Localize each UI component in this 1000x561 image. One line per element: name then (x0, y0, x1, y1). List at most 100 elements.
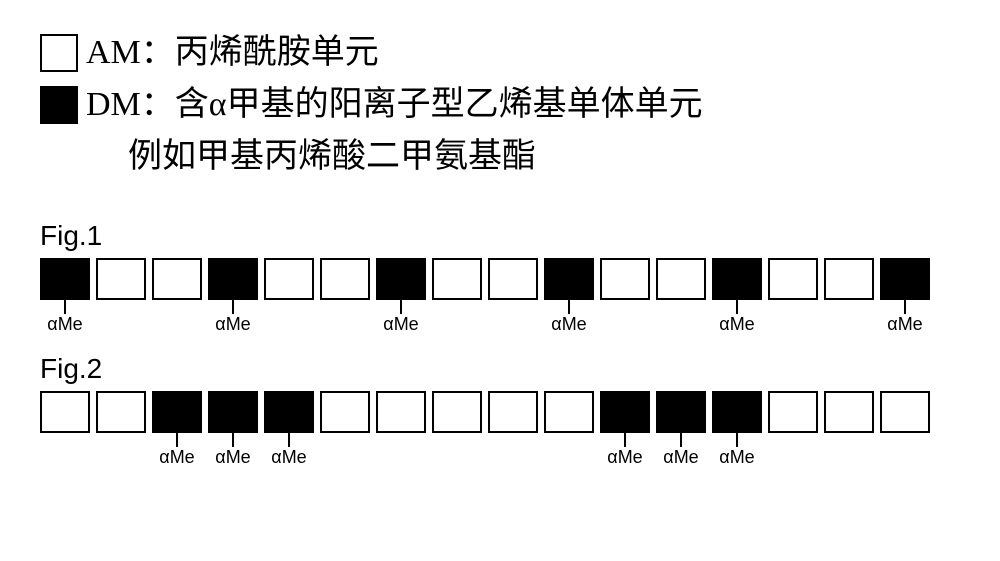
am-unit (824, 391, 874, 433)
am-unit (432, 391, 482, 433)
legend-am-key: AM (86, 34, 141, 71)
monomer-unit (880, 391, 930, 468)
ame-tick (736, 300, 738, 314)
ame-tick (568, 300, 570, 314)
ame-tick (288, 433, 290, 447)
am-unit (824, 258, 874, 300)
monomer-unit (824, 258, 874, 335)
dm-unit (208, 258, 258, 300)
am-unit (264, 258, 314, 300)
monomer-unit (264, 258, 314, 335)
ame-label: αMe (719, 314, 754, 335)
legend-dm-swatch (40, 86, 78, 124)
monomer-unit: αMe (208, 258, 258, 335)
monomer-unit (488, 258, 538, 335)
am-unit (432, 258, 482, 300)
am-unit (96, 258, 146, 300)
am-unit (768, 258, 818, 300)
dm-unit (712, 258, 762, 300)
monomer-unit (824, 391, 874, 468)
am-unit (320, 258, 370, 300)
monomer-unit: αMe (376, 258, 426, 335)
legend-am-row: AM：丙烯酰胺单元 (40, 30, 960, 76)
dm-unit (712, 391, 762, 433)
ame-label: αMe (663, 447, 698, 468)
ame-tick (680, 433, 682, 447)
legend: AM：丙烯酰胺单元 DM：含α甲基的阳离子型乙烯基单体单元 例如甲基丙烯酸二甲氨… (40, 30, 960, 180)
ame-tick (624, 433, 626, 447)
monomer-unit: αMe (712, 258, 762, 335)
ame-tick (232, 300, 234, 314)
ame-tick (736, 433, 738, 447)
am-unit (880, 391, 930, 433)
monomer-unit: αMe (40, 258, 90, 335)
monomer-unit (320, 391, 370, 468)
dm-unit (40, 258, 90, 300)
monomer-unit (544, 391, 594, 468)
legend-dm-line2: 例如甲基丙烯酸二甲氨基酯 (128, 134, 960, 180)
dm-unit (264, 391, 314, 433)
dm-unit (544, 258, 594, 300)
am-unit (40, 391, 90, 433)
monomer-unit: αMe (656, 391, 706, 468)
am-unit (768, 391, 818, 433)
ame-tick (64, 300, 66, 314)
monomer-unit (96, 258, 146, 335)
legend-am-swatch (40, 34, 78, 72)
monomer-unit: αMe (600, 391, 650, 468)
legend-am-desc: 丙烯酰胺单元 (175, 34, 379, 71)
monomer-unit (152, 258, 202, 335)
legend-dm-key: DM (86, 86, 141, 123)
am-unit (656, 258, 706, 300)
legend-am-sep: ： (141, 34, 175, 71)
dm-unit (376, 258, 426, 300)
legend-dm-sep: ： (141, 86, 175, 123)
am-unit (376, 391, 426, 433)
am-unit (488, 258, 538, 300)
ame-label: αMe (887, 314, 922, 335)
ame-tick (400, 300, 402, 314)
dm-unit (656, 391, 706, 433)
ame-tick (176, 433, 178, 447)
monomer-unit (40, 391, 90, 468)
monomer-unit: αMe (208, 391, 258, 468)
am-unit (320, 391, 370, 433)
monomer-unit (600, 258, 650, 335)
dm-unit (880, 258, 930, 300)
monomer-unit (432, 258, 482, 335)
figure-label: Fig.1 (40, 220, 960, 252)
monomer-unit (320, 258, 370, 335)
ame-label: αMe (215, 314, 250, 335)
monomer-unit (488, 391, 538, 468)
legend-dm-text: DM：含α甲基的阳离子型乙烯基单体单元 (86, 82, 960, 128)
monomer-unit: αMe (712, 391, 762, 468)
am-unit (544, 391, 594, 433)
ame-label: αMe (383, 314, 418, 335)
legend-dm-line1: 含α甲基的阳离子型乙烯基单体单元 (175, 86, 703, 123)
ame-label: αMe (551, 314, 586, 335)
ame-label: αMe (215, 447, 250, 468)
monomer-unit (768, 258, 818, 335)
monomer-unit (432, 391, 482, 468)
ame-label: αMe (719, 447, 754, 468)
monomer-unit (768, 391, 818, 468)
am-unit (600, 258, 650, 300)
ame-tick (904, 300, 906, 314)
dm-unit (152, 391, 202, 433)
am-unit (152, 258, 202, 300)
monomer-unit (96, 391, 146, 468)
monomer-unit: αMe (152, 391, 202, 468)
ame-label: αMe (607, 447, 642, 468)
am-unit (96, 391, 146, 433)
monomer-unit: αMe (544, 258, 594, 335)
ame-label: αMe (271, 447, 306, 468)
monomer-unit (656, 258, 706, 335)
ame-label: αMe (159, 447, 194, 468)
dm-unit (208, 391, 258, 433)
polymer-chain: αMe αMe αMe αMe αMe αMe (40, 258, 960, 335)
figure-label: Fig.2 (40, 353, 960, 385)
monomer-unit: αMe (880, 258, 930, 335)
monomer-unit (376, 391, 426, 468)
polymer-chain: αMeαMeαMeαMeαMeαMe (40, 391, 960, 468)
dm-unit (600, 391, 650, 433)
